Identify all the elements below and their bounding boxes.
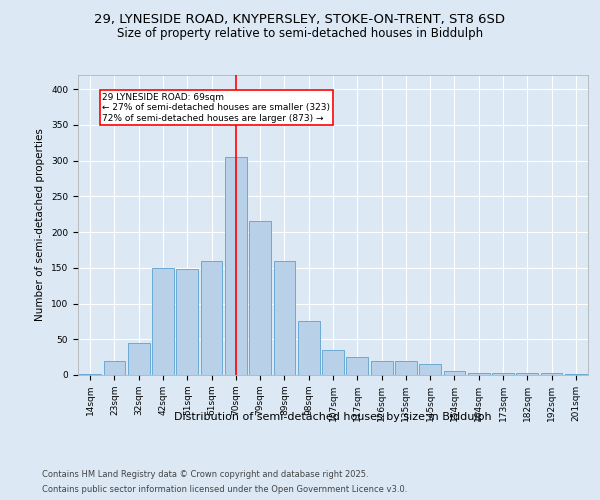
Bar (249, 222, 271, 375)
Bar (517, 373, 538, 375)
Bar (152, 268, 174, 375)
Bar (371, 360, 392, 375)
Bar (492, 373, 514, 375)
Bar (565, 374, 587, 375)
Bar (274, 260, 295, 375)
Bar (176, 270, 198, 375)
Bar (322, 350, 344, 375)
Bar (541, 373, 562, 375)
Text: Size of property relative to semi-detached houses in Biddulph: Size of property relative to semi-detach… (117, 28, 483, 40)
Bar (468, 373, 490, 375)
Text: Contains public sector information licensed under the Open Government Licence v3: Contains public sector information licen… (42, 485, 407, 494)
Bar (79, 374, 101, 375)
Bar (443, 372, 466, 375)
Text: Distribution of semi-detached houses by size in Biddulph: Distribution of semi-detached houses by … (174, 412, 492, 422)
Text: Contains HM Land Registry data © Crown copyright and database right 2025.: Contains HM Land Registry data © Crown c… (42, 470, 368, 479)
Bar (225, 157, 247, 375)
Bar (200, 260, 223, 375)
Text: 29, LYNESIDE ROAD, KNYPERSLEY, STOKE-ON-TRENT, ST8 6SD: 29, LYNESIDE ROAD, KNYPERSLEY, STOKE-ON-… (95, 12, 505, 26)
Bar (395, 360, 417, 375)
Bar (298, 322, 320, 375)
Bar (128, 343, 149, 375)
Bar (104, 360, 125, 375)
Y-axis label: Number of semi-detached properties: Number of semi-detached properties (35, 128, 46, 322)
Text: 29 LYNESIDE ROAD: 69sqm
← 27% of semi-detached houses are smaller (323)
72% of s: 29 LYNESIDE ROAD: 69sqm ← 27% of semi-de… (102, 93, 330, 122)
Bar (419, 364, 441, 375)
Bar (346, 357, 368, 375)
